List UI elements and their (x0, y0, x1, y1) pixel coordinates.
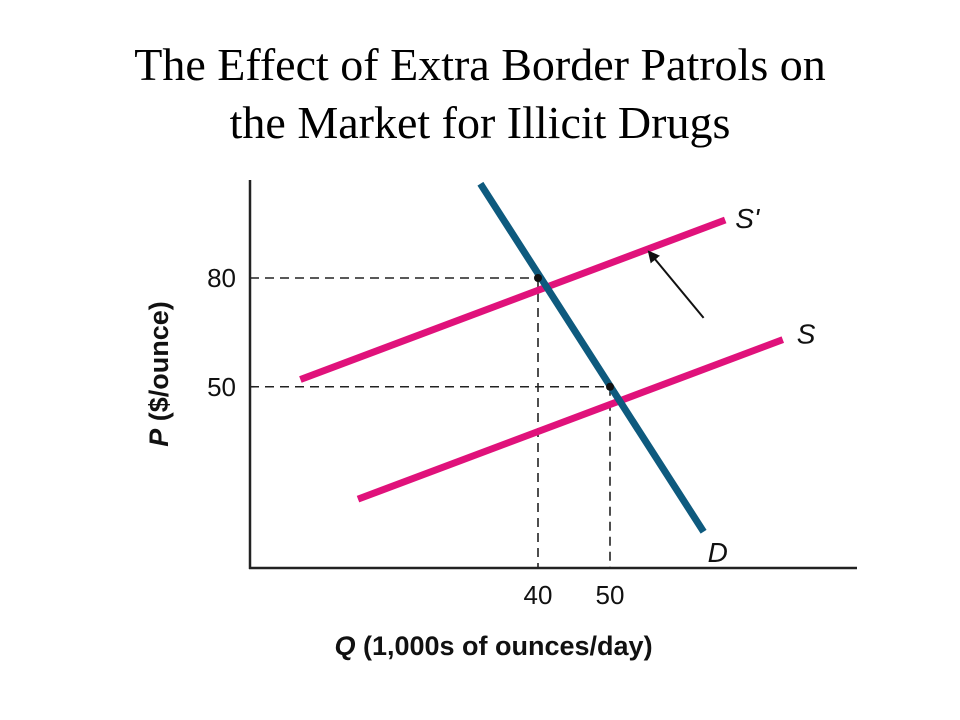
supply-label: S (797, 319, 816, 350)
x-tick-label-40: 40 (524, 580, 553, 610)
chart-texts: S' S D 50 80 40 50 Q (1,000s of ounces/day) P ($… (144, 203, 816, 661)
x-tick-label-50: 50 (596, 580, 625, 610)
marks (534, 250, 705, 391)
x-axis-title: Q (1,000s of ounces/day) (334, 631, 652, 661)
supply-curve (356, 336, 785, 503)
equilibrium-point-50 (606, 382, 614, 391)
supply-shifted-curve (299, 216, 727, 383)
curves (299, 181, 785, 534)
demand-label: D (708, 537, 728, 568)
y-tick-label-50: 50 (207, 372, 236, 402)
axes (248, 180, 857, 570)
y-axis-title: P ($/ounce) (144, 301, 174, 447)
shift-arrow (647, 250, 705, 319)
title-line-2: the Market for Illicit Drugs (229, 97, 731, 148)
demand-curve (477, 181, 707, 534)
slide-title: The Effect of Extra Border Patrols on th… (0, 36, 960, 152)
supply-shifted-label: S' (735, 203, 761, 234)
equilibrium-point-40 (534, 274, 542, 282)
y-tick-label-80: 80 (207, 263, 236, 293)
dashed-guides (250, 277, 611, 568)
title-line-1: The Effect of Extra Border Patrols on (134, 39, 826, 90)
